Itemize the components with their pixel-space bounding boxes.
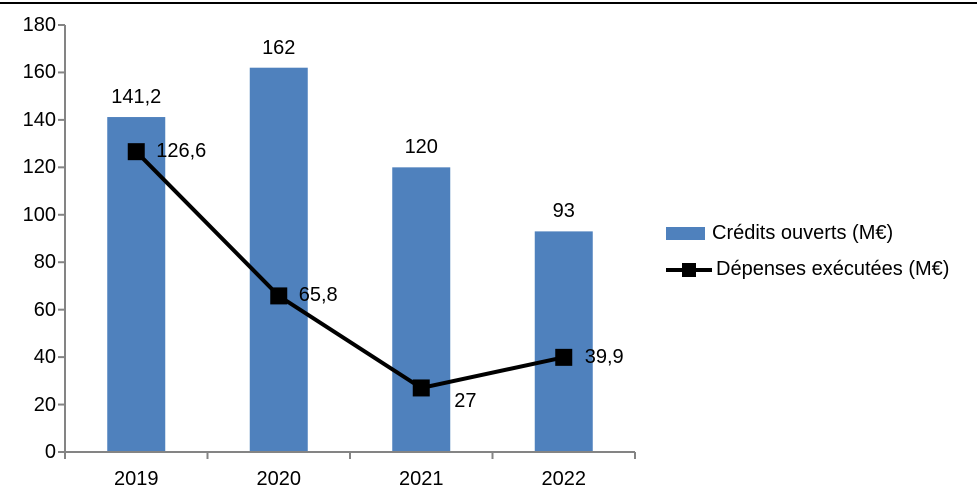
line-value-label: 126,6 [156,139,207,162]
y-axis-tick-label: 60 [33,298,56,321]
line-value-label: 39,9 [584,346,624,369]
bar-series-swatch-icon [666,227,705,240]
x-axis-category-label: 2019 [114,468,159,490]
y-axis-tick-label: 160 [22,61,56,84]
legend-label-credits-ouverts: Crédits ouverts (M€) [712,222,894,244]
x-axis-category-label: 2022 [541,468,587,490]
bar [249,67,308,452]
legend-item-credits-ouverts: Crédits ouverts (M€) [666,220,949,247]
line-marker [412,379,430,397]
bar [534,231,593,452]
y-axis-tick-label: 180 [22,14,56,36]
legend-item-depenses-executees: Dépenses exécutées (M€) [666,256,949,283]
line-swatch-marker-icon [682,262,696,277]
line-marker [127,143,145,161]
y-axis-tick-label: 80 [33,251,56,274]
y-axis-tick-label: 120 [22,156,56,179]
x-axis-category-label: 2021 [399,468,444,490]
line-series-path [134,150,565,391]
top-border-line [0,2,977,4]
bar [107,117,166,452]
bar-value-label: 162 [262,36,296,59]
line-series-swatch-icon [666,262,712,277]
y-axis-tick-label: 140 [22,108,56,131]
legend-label-depenses-executees: Dépenses exécutées (M€) [716,258,950,280]
y-axis-tick-label: 20 [33,393,56,416]
y-axis-tick-label: 40 [33,346,56,369]
bar-value-label: 120 [404,136,438,159]
bar [392,167,451,453]
line-marker [270,287,288,305]
line-marker [555,348,573,366]
legend: Crédits ouverts (M€) Dépenses exécutées … [666,220,949,283]
bar-value-label: 93 [552,200,575,223]
line-value-label: 65,8 [298,283,338,306]
y-axis-tick-label: 0 [44,441,56,463]
x-axis-category-label: 2020 [256,468,302,490]
line-value-label: 27 [454,389,477,412]
y-axis-tick-label: 100 [22,203,56,226]
bar-value-label: 141,2 [111,86,162,109]
